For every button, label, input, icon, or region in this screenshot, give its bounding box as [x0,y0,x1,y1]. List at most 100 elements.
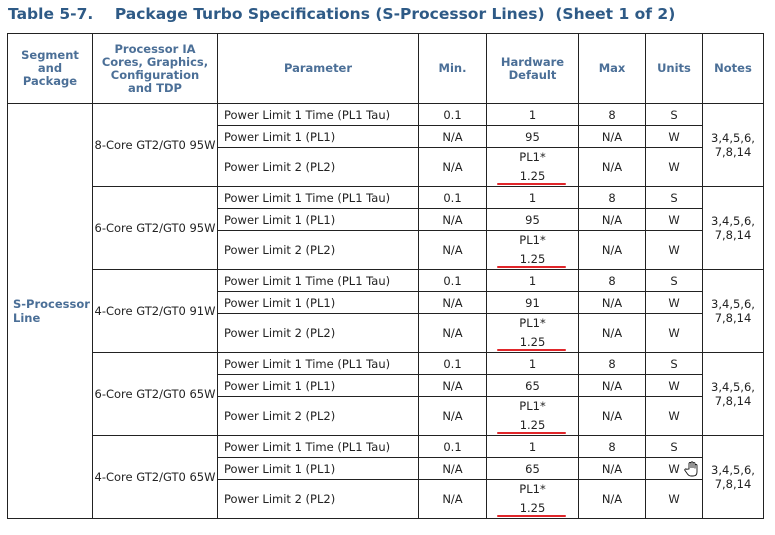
notes-cell: 3,4,5,6, 7,8,14 [702,352,764,436]
hw-default-value: PL1* 1.25 [519,399,546,432]
hw-default-cell: 1 [486,352,579,375]
units-cell: W [645,457,703,480]
red-underline-annotation [497,349,566,351]
processor-config-cell: 6-Core GT2/GT0 95W [92,186,218,270]
min-cell: N/A [418,208,487,231]
hw-default-cell: 1 [486,186,579,209]
processor-config-cell: 4-Core GT2/GT0 91W [92,269,218,353]
parameter-cell: Power Limit 1 Time (PL1 Tau) [217,352,419,375]
units-value: W [668,461,680,476]
min-cell: 0.1 [418,186,487,209]
processor-config-cell: 4-Core GT2/GT0 65W [92,435,218,519]
units-value: S [670,356,678,371]
units-cell: S [645,103,703,126]
units-value: W [668,492,680,506]
hw-default-cell: PL1* 1.25 [486,479,579,519]
header-min: Min. [418,33,487,104]
header-parameter: Parameter [217,33,419,104]
parameter-cell: Power Limit 1 Time (PL1 Tau) [217,103,419,126]
units-cell: W [645,479,703,519]
parameter-cell: Power Limit 2 (PL2) [217,147,419,187]
max-cell: 8 [578,186,646,209]
units-cell: W [645,230,703,270]
notes-cell: 3,4,5,6, 7,8,14 [702,186,764,270]
hw-default-cell: 95 [486,208,579,231]
max-cell: N/A [578,457,646,480]
table-row: 6-Core GT2/GT0 65W Power Limit 1 Time (PL… [8,352,764,436]
hw-default-cell: 65 [486,374,579,397]
max-cell: 8 [578,352,646,375]
hand-pointer-icon [684,461,698,477]
units-cell: W [645,125,703,148]
units-value: W [668,378,680,393]
parameter-cell: Power Limit 1 (PL1) [217,125,419,148]
max-cell: 8 [578,435,646,458]
units-value: W [668,295,680,310]
max-cell: 8 [578,269,646,292]
parameter-cell: Power Limit 2 (PL2) [217,396,419,436]
hw-default-cell: 91 [486,291,579,314]
processor-config-cell: 6-Core GT2/GT0 65W [92,352,218,436]
header-row: Segment and Package Processor IA Cores, … [7,33,764,104]
table-row: S-Processor Line 8-Core GT2/GT0 95W Power … [7,103,764,519]
units-value: W [668,409,680,423]
notes-cell: 3,4,5,6, 7,8,14 [702,103,764,187]
units-value: S [670,190,678,205]
parameter-cell: Power Limit 1 (PL1) [217,291,419,314]
processor-config-cell: 8-Core GT2/GT0 95W [92,103,218,187]
units-value: S [670,273,678,288]
units-cell: W [645,291,703,314]
units-cell: W [645,208,703,231]
notes-cell: 3,4,5,6, 7,8,14 [702,435,764,519]
table-row: Power Limit 1 (PL1) N/A 91 N/A W [8,291,764,314]
min-cell: 0.1 [418,103,487,126]
table-row: Power Limit 2 (PL2) N/A PL1* 1.25 N/A W [8,230,764,270]
min-cell: N/A [418,374,487,397]
units-value: W [668,243,680,257]
hw-default-cell: PL1* 1.25 [486,147,579,187]
header-segment: Segment and Package [7,33,93,104]
parameter-cell: Power Limit 2 (PL2) [217,313,419,353]
parameter-cell: Power Limit 1 (PL1) [217,374,419,397]
min-cell: N/A [418,457,487,480]
units-cell: W [645,147,703,187]
hw-default-cell: 65 [486,457,579,480]
table-row: Power Limit 1 (PL1) N/A 65 N/A W [8,457,764,480]
red-underline-annotation [497,266,566,268]
max-cell: N/A [578,230,646,270]
units-cell: S [645,186,703,209]
units-value: S [670,439,678,454]
max-cell: N/A [578,147,646,187]
header-max: Max [578,33,646,104]
max-cell: N/A [578,125,646,148]
parameter-cell: Power Limit 2 (PL2) [217,479,419,519]
units-cell: S [645,269,703,292]
min-cell: 0.1 [418,435,487,458]
max-cell: N/A [578,479,646,519]
red-underline-annotation [497,183,566,185]
segment-cell: S-Processor Line [7,103,93,519]
units-value: W [668,212,680,227]
units-value: W [668,326,680,340]
units-cell: W [645,313,703,353]
red-underline-annotation [497,432,566,434]
units-cell: W [645,396,703,436]
max-cell: N/A [578,374,646,397]
units-cell: S [645,435,703,458]
header-notes: Notes [702,33,764,104]
hw-default-cell: PL1* 1.25 [486,396,579,436]
hw-default-value: PL1* 1.25 [519,233,546,266]
max-cell: 8 [578,103,646,126]
header-hw-default: Hardware Default [486,33,579,104]
table-row: 4-Core GT2/GT0 91W Power Limit 1 Time (PL… [8,269,764,353]
max-cell: N/A [578,291,646,314]
red-underline-annotation [497,515,566,517]
hw-default-value: PL1* 1.25 [519,316,546,349]
parameter-cell: Power Limit 1 Time (PL1 Tau) [217,269,419,292]
parameter-cell: Power Limit 1 Time (PL1 Tau) [217,435,419,458]
table-row: Power Limit 2 (PL2) N/A PL1* 1.25 N/A W [8,479,764,519]
parameter-cell: Power Limit 1 (PL1) [217,457,419,480]
header-processor: Processor IA Cores, Graphics, Configurat… [92,33,218,104]
min-cell: N/A [418,479,487,519]
units-cell: W [645,374,703,397]
